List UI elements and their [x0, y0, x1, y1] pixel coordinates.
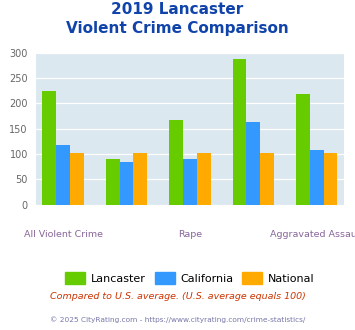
Bar: [120, 162, 133, 205]
Bar: [310, 150, 324, 205]
Bar: [246, 122, 260, 205]
Bar: [42, 91, 56, 205]
Bar: [233, 59, 246, 205]
Bar: [169, 119, 183, 205]
Bar: [324, 153, 338, 205]
Text: 2019 Lancaster: 2019 Lancaster: [111, 2, 244, 16]
Bar: [197, 153, 211, 205]
Bar: [70, 153, 84, 205]
Text: Violent Crime Comparison: Violent Crime Comparison: [66, 21, 289, 36]
Text: Rape: Rape: [178, 230, 202, 239]
Bar: [296, 94, 310, 205]
Bar: [133, 153, 147, 205]
Bar: [56, 145, 70, 205]
Legend: Lancaster, California, National: Lancaster, California, National: [61, 268, 319, 289]
Bar: [183, 159, 197, 205]
Text: Aggravated Assault: Aggravated Assault: [270, 230, 355, 239]
Text: © 2025 CityRating.com - https://www.cityrating.com/crime-statistics/: © 2025 CityRating.com - https://www.city…: [50, 317, 305, 323]
Text: Compared to U.S. average. (U.S. average equals 100): Compared to U.S. average. (U.S. average …: [50, 292, 305, 301]
Text: All Violent Crime: All Violent Crime: [23, 230, 103, 239]
Bar: [106, 159, 120, 205]
Bar: [260, 153, 274, 205]
